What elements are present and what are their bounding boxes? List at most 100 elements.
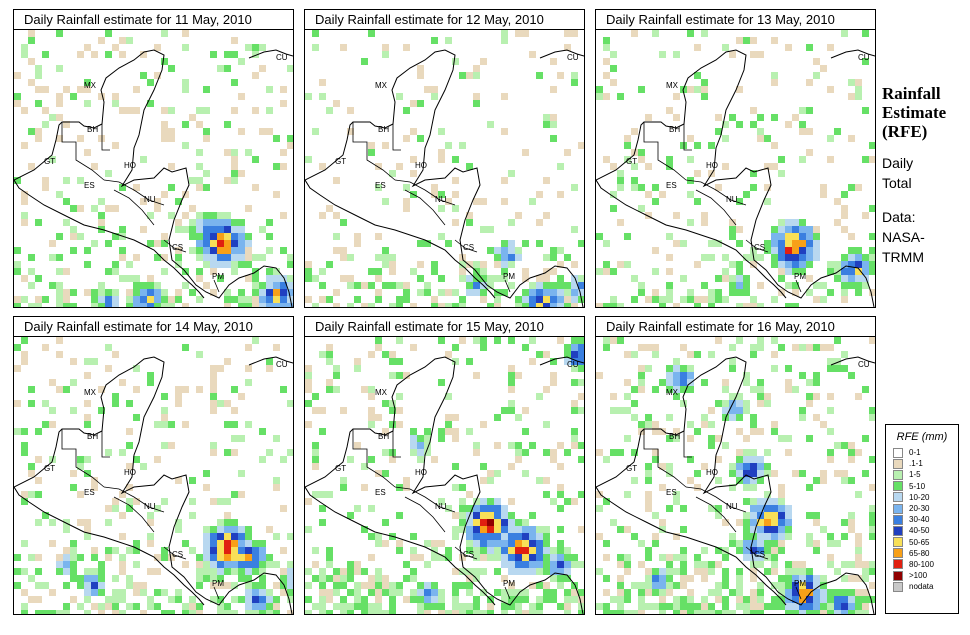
rain-cell	[862, 30, 869, 37]
rain-cell	[133, 107, 140, 114]
rain-cell	[785, 254, 792, 261]
rain-cell	[827, 135, 834, 142]
rain-cell	[543, 596, 550, 603]
rain-cell	[438, 498, 445, 505]
rain-cell	[14, 247, 21, 254]
rain-cell	[49, 282, 56, 289]
rain-cell	[140, 282, 147, 289]
rain-cell	[785, 240, 792, 247]
rain-cell	[203, 554, 210, 561]
rain-cell	[217, 226, 224, 233]
rain-cell	[231, 177, 238, 184]
rain-cell	[778, 170, 785, 177]
rain-cell	[21, 498, 28, 505]
rain-cell	[35, 582, 42, 589]
rain-cell	[196, 575, 203, 582]
rain-cell	[680, 365, 687, 372]
rain-cell	[424, 596, 431, 603]
rain-cell	[624, 379, 631, 386]
rain-cell	[231, 554, 238, 561]
rain-cell	[161, 135, 168, 142]
rain-cell	[438, 554, 445, 561]
rain-cell	[536, 582, 543, 589]
rain-cell	[396, 582, 403, 589]
rain-cell	[848, 275, 855, 282]
rain-cell	[603, 72, 610, 79]
country-border	[685, 486, 747, 513]
rain-cell	[757, 582, 764, 589]
rain-cell	[140, 463, 147, 470]
rain-cell	[347, 589, 354, 596]
rain-cell	[557, 442, 564, 449]
country-label: CS	[754, 243, 765, 252]
rain-cell	[680, 526, 687, 533]
rain-cell	[550, 58, 557, 65]
rain-cell	[557, 554, 564, 561]
rain-cell	[252, 568, 259, 575]
rain-cell	[557, 505, 564, 512]
rain-cell	[736, 582, 743, 589]
rain-cell	[305, 400, 312, 407]
rain-cell	[259, 596, 266, 603]
rain-cell	[792, 568, 799, 575]
legend-item: 0-1	[893, 447, 958, 458]
rain-cell	[231, 407, 238, 414]
rain-cell	[736, 456, 743, 463]
rain-cell	[729, 344, 736, 351]
rain-cell	[42, 107, 49, 114]
rain-cell	[224, 610, 231, 614]
rain-cell	[305, 498, 312, 505]
rain-cell	[764, 603, 771, 610]
legend-item: 30-40	[893, 514, 958, 525]
rain-cell	[708, 296, 715, 303]
rain-cell	[750, 526, 757, 533]
rain-cell	[617, 93, 624, 100]
rain-cell	[231, 163, 238, 170]
rain-cell	[252, 184, 259, 191]
rain-cell	[119, 37, 126, 44]
rain-cell	[715, 477, 722, 484]
rain-cell	[63, 86, 70, 93]
rain-cell	[722, 44, 729, 51]
rain-cell	[652, 421, 659, 428]
rain-cell	[771, 568, 778, 575]
rain-cell	[862, 596, 869, 603]
rain-cell	[494, 589, 501, 596]
rain-cell	[382, 582, 389, 589]
rain-cell	[147, 282, 154, 289]
rain-cell	[459, 296, 466, 303]
rain-cell	[361, 282, 368, 289]
rain-cell	[42, 421, 49, 428]
rain-cell	[287, 589, 293, 596]
country-border	[213, 279, 220, 293]
rain-cell	[659, 51, 666, 58]
rain-cell	[452, 435, 459, 442]
rain-cell	[750, 519, 757, 526]
rain-cell	[771, 533, 778, 540]
rain-cell	[522, 449, 529, 456]
rain-cell	[63, 568, 70, 575]
rain-cell	[21, 44, 28, 51]
rain-cell	[347, 610, 354, 614]
rain-cell	[217, 254, 224, 261]
rain-cell	[98, 198, 105, 205]
rain-cell	[91, 296, 98, 303]
rain-cell	[280, 289, 287, 296]
rain-cell	[231, 610, 238, 614]
rain-cell	[63, 296, 70, 303]
rain-cell	[687, 86, 694, 93]
rain-cell	[231, 240, 238, 247]
rain-cell	[515, 561, 522, 568]
rain-cell	[333, 303, 340, 307]
rain-cell	[764, 547, 771, 554]
rain-cell	[771, 421, 778, 428]
rain-cell	[508, 247, 515, 254]
rain-cell	[603, 44, 610, 51]
rain-cell	[687, 386, 694, 393]
rain-cell	[596, 533, 603, 540]
rain-cell	[571, 351, 578, 358]
rain-cell	[224, 303, 231, 307]
rain-cell	[501, 554, 508, 561]
rain-cell	[624, 589, 631, 596]
